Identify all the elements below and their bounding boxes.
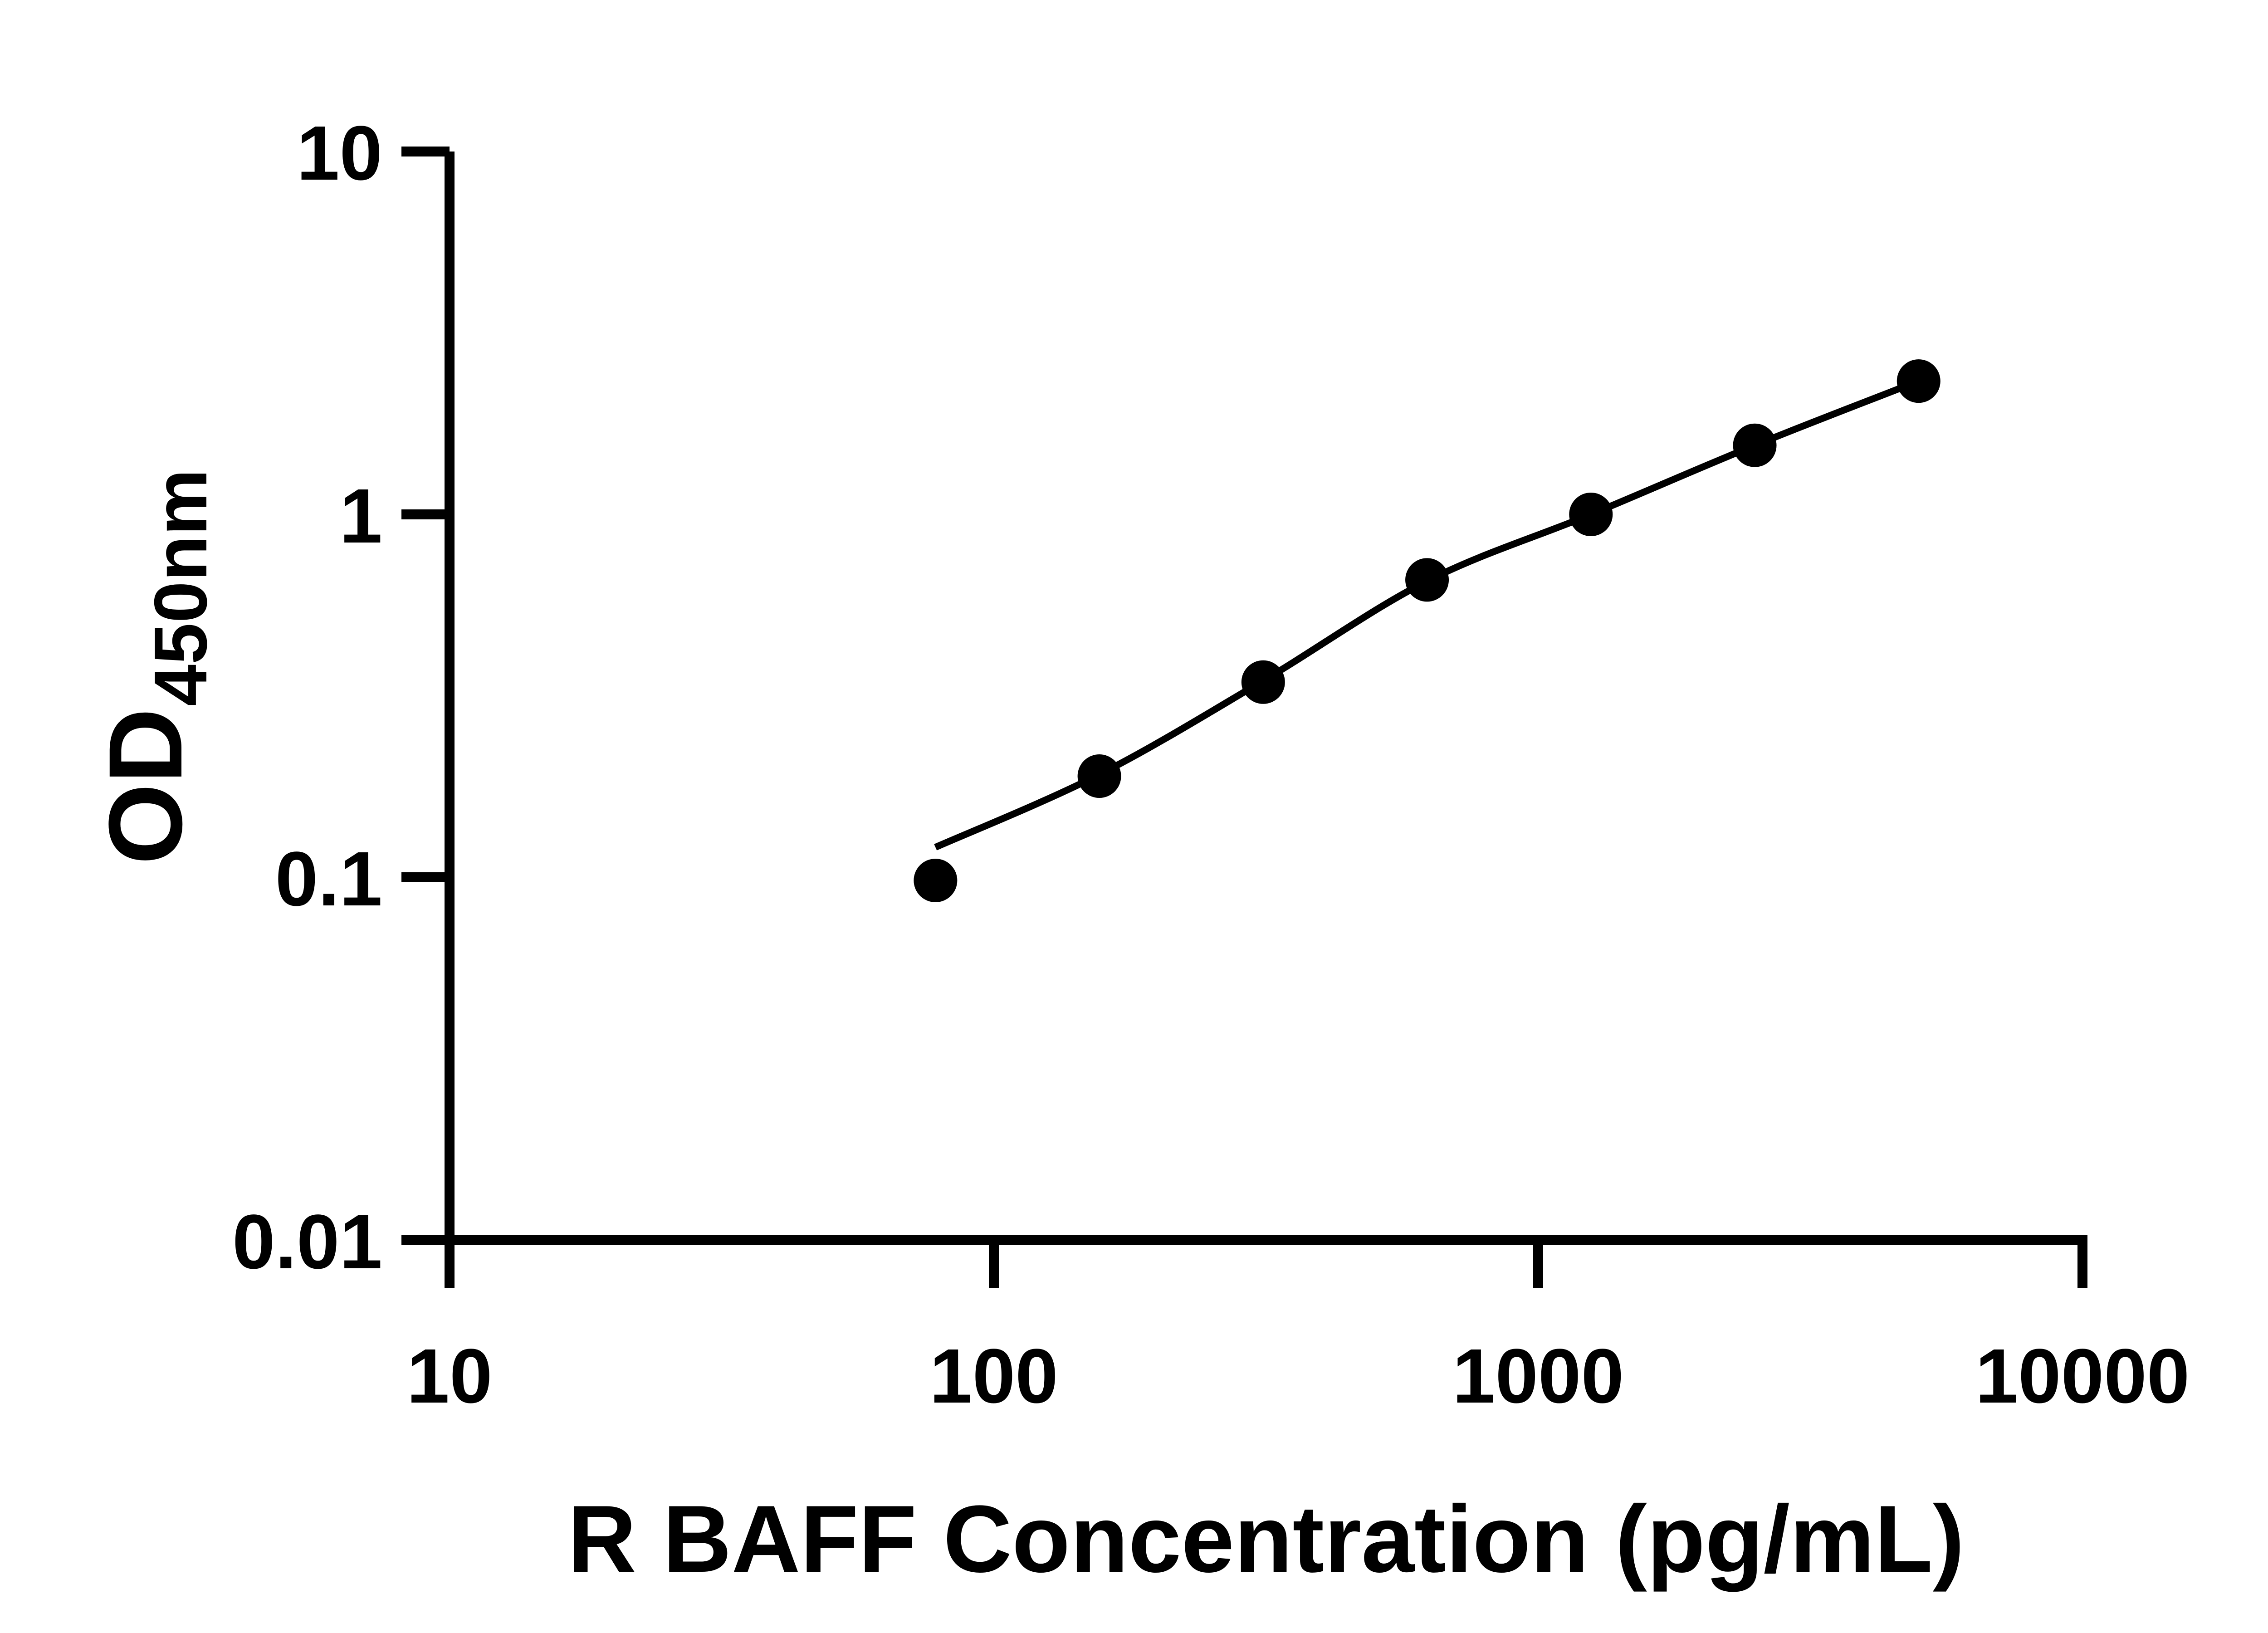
data-point: [1569, 493, 1613, 536]
tick-labels: 10 100 1000 10000 10 1 0.1 0.01: [232, 110, 2190, 1419]
data-point: [1405, 558, 1449, 602]
data-point: [1241, 660, 1285, 704]
y-axis-title: OD 450nm: [87, 469, 222, 865]
x-tick-label: 1000: [1452, 1333, 1624, 1419]
data-point: [914, 859, 958, 903]
y-axis-title-main: OD: [87, 708, 204, 865]
x-tick-label: 10000: [1975, 1333, 2190, 1419]
axes: [445, 152, 2087, 1245]
x-tick-label: 10: [406, 1333, 492, 1419]
x-axis-title: R BAFF Concentration (pg/mL): [567, 1486, 1965, 1592]
y-tick-label: 1: [339, 473, 382, 559]
y-tick-label: 0.1: [275, 836, 382, 922]
data-points-group: [914, 359, 1941, 903]
y-tick-label: 10: [297, 110, 382, 196]
y-tick-label: 0.01: [232, 1199, 382, 1285]
ticks: [401, 147, 2087, 1288]
data-point: [1897, 359, 1941, 403]
data-point: [1077, 754, 1121, 798]
data-point: [1733, 423, 1777, 467]
x-tick-label: 100: [929, 1333, 1058, 1419]
y-axis-title-subscript: 450nm: [139, 469, 222, 706]
